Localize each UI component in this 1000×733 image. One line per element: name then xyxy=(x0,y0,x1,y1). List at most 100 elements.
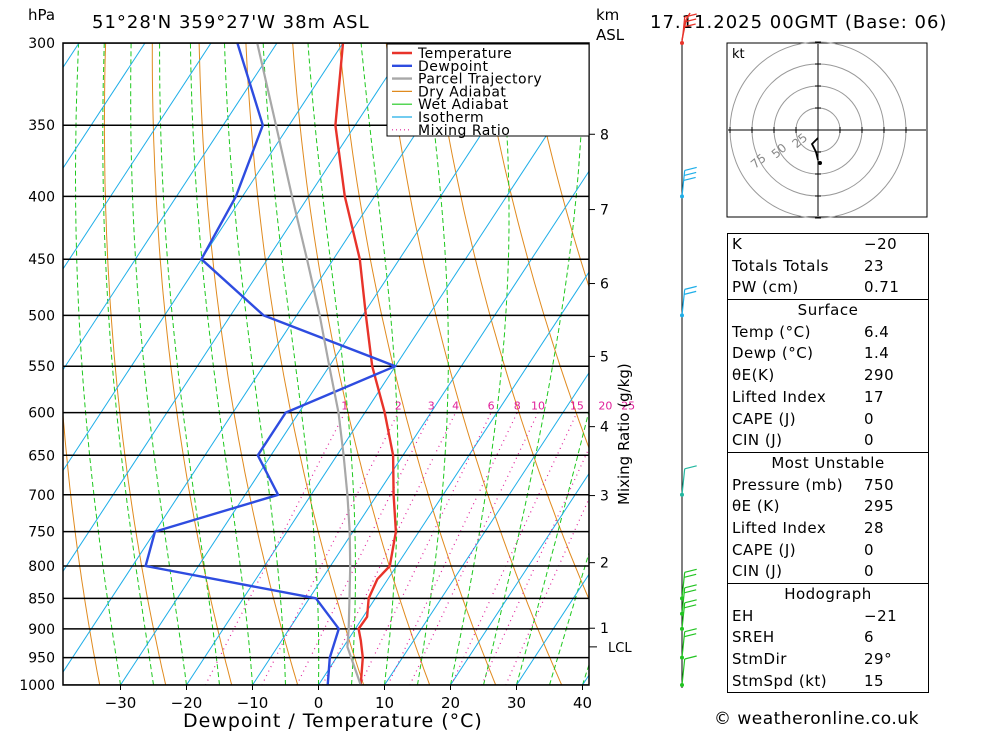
wet-adiabat-line xyxy=(360,43,399,685)
wind-barb-flag xyxy=(683,23,696,28)
pressure-tick-label: 900 xyxy=(28,622,55,638)
dry-adiabat-line xyxy=(198,43,299,685)
wet-adiabat-line xyxy=(189,43,253,685)
surface-li-value: 17 xyxy=(864,387,885,406)
wind-barb xyxy=(681,631,686,658)
pressure-tick-label: 400 xyxy=(28,189,55,205)
series-parcel-trajectory xyxy=(256,43,362,685)
wind-barb-flag xyxy=(684,628,697,633)
surface-temp-value: 6.4 xyxy=(864,322,890,341)
pressure-gridlines xyxy=(63,43,589,685)
wind-barb xyxy=(681,170,686,197)
mixing-ratio-label: 10 xyxy=(531,400,545,413)
mixing-ratio-label: 8 xyxy=(514,400,521,413)
pressure-tick-label: 1000 xyxy=(19,678,55,694)
dry-adiabat-line xyxy=(103,43,167,685)
wind-barb xyxy=(681,468,686,495)
dry-adiabat-line xyxy=(385,43,563,685)
plot-frame xyxy=(62,42,590,686)
surface-theta-e-value: 290 xyxy=(864,366,895,385)
most-unstable-section-title: Most Unstable xyxy=(728,451,928,475)
k-index-value: −20 xyxy=(864,235,898,253)
pressure-tick-label: 850 xyxy=(28,591,55,607)
wind-barb xyxy=(681,572,686,599)
wet-adiabat-line xyxy=(130,43,187,685)
series-dewpoint xyxy=(144,43,397,685)
temperature-tick-label: −10 xyxy=(237,694,269,712)
sreh-value: 6 xyxy=(864,628,875,647)
wet-adiabat-line xyxy=(417,43,449,685)
totals-totals-label: Totals Totals xyxy=(732,256,829,275)
mu-pressure-value: 750 xyxy=(864,475,895,494)
mixing-ratio-label: 6 xyxy=(488,400,495,413)
pressure-tick-label: 650 xyxy=(28,448,55,464)
mu-theta-e-label: θE (K) xyxy=(732,497,780,516)
mu-cape-value: 0 xyxy=(864,540,875,559)
wind-barb xyxy=(681,16,686,44)
wind-barb-flag xyxy=(684,599,697,604)
pw-row: PW (cm) 0.71 xyxy=(728,277,928,299)
surface-dewp-label: Dewp (°C) xyxy=(732,344,814,363)
legend-entry: Parcel Trajectory xyxy=(418,72,542,88)
wind-barb-flag xyxy=(684,18,697,23)
pressure-tick-label: 950 xyxy=(28,651,55,667)
wind-barb-flag xyxy=(684,166,697,171)
km-tick-label: 5 xyxy=(600,349,609,365)
wet-adiabat-line xyxy=(75,43,121,685)
hodograph-storm-marker xyxy=(818,161,822,165)
legend-entry: Wet Adiabat xyxy=(418,97,509,113)
temperature-tick-label: 0 xyxy=(314,694,324,712)
stmdir-row: StmDir 29° xyxy=(728,649,928,671)
km-tick-label: 8 xyxy=(600,127,609,143)
mu-cape-row: CAPE (J) 0 xyxy=(728,540,928,562)
dry-adiabat-line xyxy=(986,25,1000,685)
stmdir-value: 29° xyxy=(864,650,893,669)
legend-entry: Temperature xyxy=(417,46,512,62)
x-axis-title: Dewpoint / Temperature (°C) xyxy=(183,710,483,732)
surface-dewp-row: Dewp (°C) 1.4 xyxy=(728,343,928,365)
pressure-tick-label: 450 xyxy=(28,252,55,268)
pressure-tick-label: 550 xyxy=(28,359,55,375)
wet-adiabat-line xyxy=(102,43,154,685)
km-tick-label: 2 xyxy=(600,556,609,572)
isotherm-line xyxy=(63,43,410,573)
pressure-unit-label: hPa xyxy=(28,6,55,24)
copyright-link[interactable]: © weatheronline.co.uk xyxy=(714,709,919,729)
pressure-tick-label: 500 xyxy=(28,308,55,324)
isotherm-line xyxy=(63,43,146,170)
wind-barb-flag xyxy=(684,604,697,609)
skewt-plot-area xyxy=(63,25,1000,685)
mixing-ratio-axis-title: Mixing Ratio (g/kg) xyxy=(615,363,633,505)
mu-pressure-row: Pressure (mb) 750 xyxy=(728,475,928,497)
wind-barb-column xyxy=(680,12,697,688)
wind-barb-flag xyxy=(684,568,697,573)
isotherm-line xyxy=(515,573,589,685)
km-tick-label: 7 xyxy=(600,203,609,219)
pressure-tick-label: 750 xyxy=(28,525,55,541)
surface-cin-label: CIN (J) xyxy=(732,431,783,450)
mu-li-value: 28 xyxy=(864,518,885,537)
surface-dewp-value: 1.4 xyxy=(864,344,890,363)
hodograph-trace xyxy=(810,137,819,161)
pressure-tick-label: 800 xyxy=(28,559,55,575)
eh-row: EH −21 xyxy=(728,606,928,628)
mixing-ratio-label: 1 xyxy=(341,400,348,413)
dry-adiabat-line xyxy=(432,43,589,601)
lcl-label: LCL xyxy=(608,641,632,656)
temperature-tick-label: −30 xyxy=(105,694,137,712)
eh-label: EH xyxy=(732,606,754,625)
surface-cape-value: 0 xyxy=(864,409,875,428)
surface-temp-row: Temp (°C) 6.4 xyxy=(728,322,928,344)
dry-adiabat-line xyxy=(940,25,1000,685)
sreh-label: SREH xyxy=(732,628,775,647)
mu-li-row: Lifted Index 28 xyxy=(728,518,928,540)
surface-li-row: Lifted Index 17 xyxy=(728,387,928,409)
temperature-tick-label: −20 xyxy=(171,694,203,712)
dry-adiabat-line xyxy=(338,43,497,685)
location-title: 51°28'N 359°27'W 38m ASL xyxy=(92,12,370,33)
wet-adiabats xyxy=(75,43,589,685)
dry-adiabat-line xyxy=(479,43,589,450)
